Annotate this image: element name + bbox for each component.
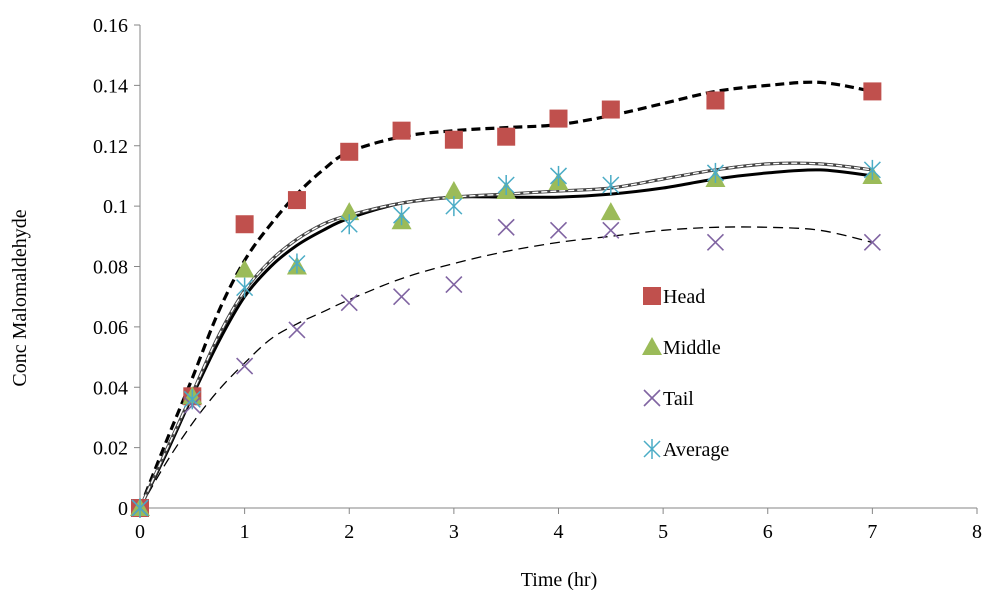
middle-point (234, 259, 255, 278)
average-point (236, 277, 254, 298)
head-point (497, 127, 516, 146)
average-point (602, 174, 620, 195)
average-point (445, 196, 463, 217)
tail-point (340, 294, 358, 312)
y-tick-label: 0.04 (93, 377, 128, 399)
x-tick-label: 2 (344, 521, 354, 543)
x-tick-label: 4 (554, 521, 564, 543)
trendline-head (138, 80, 873, 509)
head-point (549, 109, 568, 128)
average-point (863, 159, 881, 180)
y-tick-label: 0.14 (93, 75, 128, 97)
y-tick-label: 0.1 (103, 196, 128, 218)
y-tick-label: 0.12 (93, 136, 128, 158)
average-point (288, 253, 306, 274)
average-point (549, 165, 568, 186)
average-point (183, 389, 201, 410)
y-tick-label: 0.02 (93, 438, 128, 460)
average-point (706, 162, 724, 183)
head-point (340, 142, 359, 161)
trendline-average-inner (139, 162, 873, 509)
tail-point (445, 276, 463, 294)
x-tick-label: 0 (135, 521, 145, 543)
x-tick-label: 8 (972, 521, 982, 543)
y-tick-label: 0.06 (93, 317, 128, 339)
tail-point (392, 288, 411, 306)
tail-point (706, 233, 725, 251)
head-point (235, 215, 254, 234)
legend-label: Head (663, 286, 705, 308)
data-points (130, 82, 883, 518)
head-point (444, 130, 463, 149)
tail-point (288, 321, 306, 339)
head-point (601, 100, 620, 119)
average-point (131, 498, 149, 518)
legend-marker-average (643, 439, 661, 459)
average-point (393, 205, 411, 226)
average-point (340, 214, 358, 235)
average-point (497, 174, 515, 195)
trendlines (138, 80, 873, 509)
x-tick-label: 6 (763, 521, 773, 543)
x-axis-title: Time (hr) (521, 569, 597, 590)
x-tick-label: 1 (240, 521, 250, 543)
tail-point (549, 221, 568, 239)
trendline-average (138, 161, 873, 509)
legend-marker-middle (642, 337, 662, 355)
head-point (392, 121, 411, 140)
tail-point (497, 218, 515, 236)
y-tick-label: 0.16 (93, 15, 128, 37)
legend-item-tail: Tail (643, 388, 694, 410)
middle-point (443, 181, 464, 200)
y-axis-title: Conc Malomaldehyde (9, 209, 31, 386)
head-point (863, 82, 882, 101)
axes: 0 0.02 0.04 0.06 0.08 0.1 0.12 0.14 0.16 0 1 2 3 4 5 6 7… (93, 15, 982, 543)
legend-label: Tail (663, 388, 694, 410)
y-tick-label: 0 (118, 498, 128, 520)
legend: Head Middle Tail Average (642, 286, 729, 461)
middle-point (339, 202, 360, 221)
tail-point (602, 221, 620, 239)
tail-point (863, 233, 881, 251)
tail-point (236, 357, 254, 375)
legend-marker-tail (643, 389, 661, 407)
legend-item-head: Head (643, 286, 705, 308)
legend-label: Average (663, 439, 729, 461)
legend-item-middle: Middle (642, 337, 721, 359)
legend-marker-head (643, 287, 661, 305)
legend-item-average: Average (643, 439, 729, 461)
head-point (287, 191, 306, 210)
middle-point (600, 202, 621, 221)
x-tick-label: 5 (658, 521, 668, 543)
trendline-tail (139, 226, 873, 509)
x-tick-label: 3 (449, 521, 459, 543)
x-tick-label: 7 (867, 521, 877, 543)
y-tick-label: 0.08 (93, 257, 128, 279)
head-point (706, 91, 725, 110)
legend-label: Middle (663, 337, 721, 359)
